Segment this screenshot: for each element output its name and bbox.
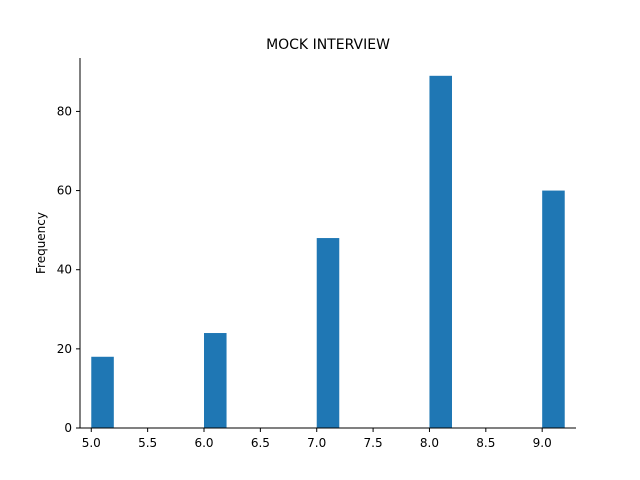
y-tick-label: 20 [57, 342, 72, 356]
x-tick-label: 8.0 [420, 436, 439, 450]
histogram-bar [429, 75, 452, 428]
x-tick-label: 9.0 [533, 436, 552, 450]
histogram-bar [91, 356, 114, 428]
histogram-bar [316, 238, 340, 428]
histogram-bar [204, 333, 227, 428]
y-tick-label: 0 [64, 421, 72, 435]
y-tick-label: 80 [57, 104, 72, 118]
y-tick-label: 40 [57, 263, 72, 277]
x-tick-label: 6.5 [251, 436, 270, 450]
x-tick-label: 7.0 [307, 436, 326, 450]
y-ticks-group: 0 20 40 60 80 [57, 104, 80, 435]
x-tick-label: 5.0 [82, 436, 101, 450]
histogram-bar [542, 190, 565, 428]
x-tick-label: 6.0 [194, 436, 213, 450]
chart-title: MOCK INTERVIEW [266, 37, 390, 53]
x-tick-label: 5.5 [138, 436, 157, 450]
y-axis-label: Frequency [34, 212, 48, 274]
x-tick-label: 7.5 [364, 436, 383, 450]
bars-group [91, 75, 565, 428]
y-tick-label: 60 [57, 184, 72, 198]
x-tick-label: 8.5 [476, 436, 495, 450]
x-ticks-group: 5.0 5.5 6.0 6.5 7.0 7.5 8.0 8.5 9.0 [82, 428, 552, 450]
